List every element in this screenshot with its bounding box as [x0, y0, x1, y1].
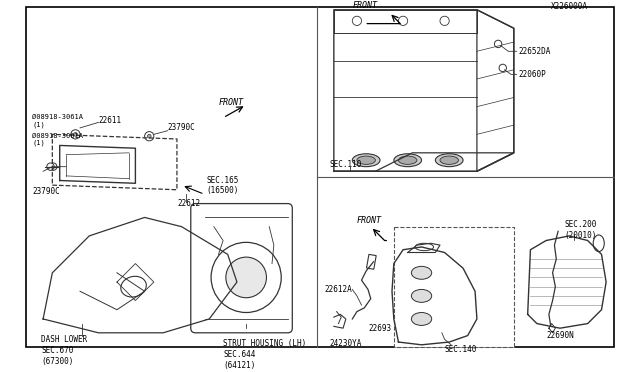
Ellipse shape	[352, 154, 380, 167]
Bar	[367, 254, 376, 269]
Ellipse shape	[593, 235, 604, 251]
Text: 22693: 22693	[368, 324, 391, 333]
Circle shape	[74, 132, 77, 136]
Text: SEC.165
(16500): SEC.165 (16500)	[207, 176, 239, 195]
Text: STRUT HOUSING (LH)
SEC.644
(64121): STRUT HOUSING (LH) SEC.644 (64121)	[223, 339, 307, 371]
Ellipse shape	[412, 312, 432, 326]
Text: 22060P: 22060P	[518, 70, 546, 79]
Circle shape	[226, 257, 266, 298]
Circle shape	[145, 132, 154, 141]
Circle shape	[399, 16, 408, 25]
Text: 23790C: 23790C	[32, 187, 60, 196]
Text: 22611: 22611	[99, 116, 122, 125]
Circle shape	[71, 130, 80, 139]
Ellipse shape	[435, 154, 463, 167]
Text: Ø08918-3061A
(1): Ø08918-3061A (1)	[32, 114, 83, 128]
Circle shape	[147, 134, 151, 138]
Text: 22612A: 22612A	[324, 285, 353, 294]
FancyBboxPatch shape	[191, 203, 292, 333]
Circle shape	[440, 16, 449, 25]
Circle shape	[49, 163, 57, 170]
Circle shape	[499, 64, 506, 71]
Text: 23790C: 23790C	[168, 124, 195, 132]
Ellipse shape	[412, 289, 432, 302]
Text: 22690N: 22690N	[546, 331, 574, 340]
Text: DASH LOWER
SEC.670
(67300): DASH LOWER SEC.670 (67300)	[41, 335, 88, 366]
Text: SEC.110: SEC.110	[329, 160, 362, 169]
Circle shape	[211, 242, 281, 312]
Circle shape	[352, 16, 362, 25]
Ellipse shape	[440, 156, 458, 164]
Ellipse shape	[412, 266, 432, 279]
Text: X226000A: X226000A	[551, 2, 588, 11]
Ellipse shape	[415, 243, 433, 251]
Ellipse shape	[394, 154, 422, 167]
Ellipse shape	[357, 156, 376, 164]
Circle shape	[47, 163, 54, 170]
Text: SEC.140: SEC.140	[445, 345, 477, 354]
Ellipse shape	[399, 156, 417, 164]
Text: FRONT: FRONT	[357, 216, 382, 225]
Circle shape	[495, 40, 502, 48]
Ellipse shape	[121, 276, 147, 297]
Text: 22652DA: 22652DA	[518, 47, 551, 56]
Text: FRONT: FRONT	[218, 97, 243, 106]
Text: Ø08918-3061A
(1): Ø08918-3061A (1)	[32, 132, 83, 146]
Text: 22612: 22612	[177, 199, 200, 208]
Bar	[394, 227, 514, 347]
Text: FRONT: FRONT	[352, 1, 378, 10]
Text: SEC.200
(20010): SEC.200 (20010)	[564, 220, 597, 240]
Text: 24230YA: 24230YA	[329, 339, 362, 348]
